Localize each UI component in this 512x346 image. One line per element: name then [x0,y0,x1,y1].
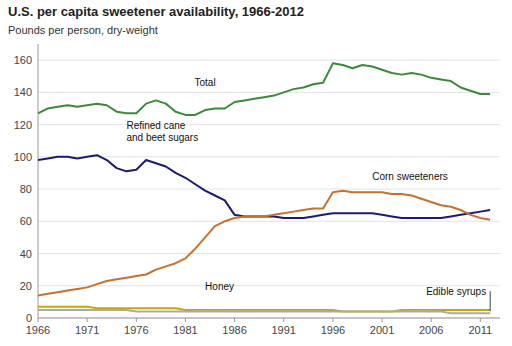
series-label: Refined caneand beet sugars [126,120,198,143]
grid-line [38,124,500,125]
x-tick [332,318,333,322]
x-tick-label: 1976 [124,324,148,336]
grid-line [38,221,500,222]
label-line: Corn sweeteners [372,171,448,182]
x-tick [283,318,284,322]
y-tick-label: 40 [20,248,32,260]
y-axis [38,44,39,318]
series-label: Honey [205,281,234,292]
leader-line [490,291,491,311]
series-labels: Total Refined caneand beet sugars Corn swe… [126,77,490,311]
series-label: Edible syrups [426,286,486,297]
y-axis-label: Pounds per person, dry-weight [8,24,158,36]
y-tick-label: 20 [20,280,32,292]
x-tick [382,318,383,322]
x-tick-label: 1966 [26,324,50,336]
y-tick-label: 0 [26,312,32,324]
series-line [38,310,490,313]
y-tick-label: 80 [20,183,32,195]
label-line: Total [195,77,216,88]
x-tick-label: 1986 [222,324,246,336]
series-line [38,155,490,218]
x-tick-label: 1981 [173,324,197,336]
grid-line [38,92,500,93]
label-line: and beet sugars [126,132,198,143]
x-tick-label: 1971 [75,324,99,336]
x-tick [38,318,39,322]
series-label: Corn sweeteners [372,171,448,182]
series-line [38,63,490,115]
lines [38,63,490,313]
series-line [38,191,490,296]
grid-line [38,253,500,254]
y-tick-label: 140 [14,86,32,98]
series-label: Total [195,77,216,88]
x-tick [185,318,186,322]
x-tick-label: 2001 [370,324,394,336]
grid-line [38,189,500,190]
x-tick-label: 1996 [321,324,345,336]
x-tick [87,318,88,322]
x-tick [234,318,235,322]
x-tick [480,318,481,322]
grid-line [38,156,500,157]
grid [38,60,500,318]
x-tick-label: 1991 [272,324,296,336]
x-tick-label: 2006 [419,324,443,336]
y-tick-label: 120 [14,119,32,131]
label-line: Edible syrups [426,286,486,297]
grid-line [38,60,500,61]
label-line: Honey [205,281,234,292]
y-tick-label: 60 [20,215,32,227]
y-tick-label: 100 [14,151,32,163]
x-tick [136,318,137,322]
x-tick [431,318,432,322]
chart: U.S. per capita sweetener availability, … [0,0,512,346]
x-tick-label: 2011 [469,324,493,336]
label-line: Refined cane [126,120,185,131]
title: U.S. per capita sweetener availability, … [8,4,304,19]
y-tick-label: 160 [14,54,32,66]
